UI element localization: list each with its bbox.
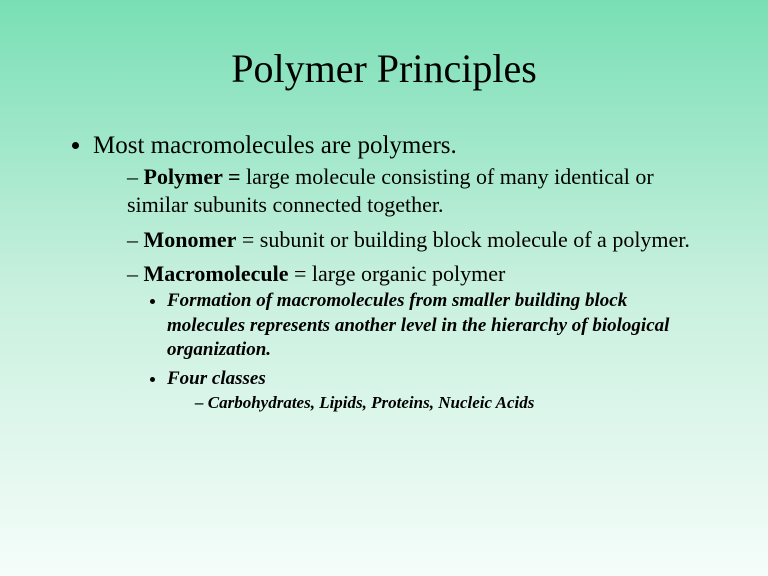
four-classes-text: Four classes <box>167 368 266 389</box>
monomer-term: Monomer <box>144 227 237 252</box>
bullet-level1: Most macromolecules are polymers. Polyme… <box>93 130 703 414</box>
bullet-level2: Macromolecule = large organic polymer Fo… <box>127 260 703 413</box>
bullet-level2: Polymer = large molecule consisting of m… <box>127 163 703 220</box>
bullet-level4: Carbohydrates, Lipids, Proteins, Nucleic… <box>195 392 703 414</box>
bullet1-text: Most macromolecules are polymers. <box>93 132 457 159</box>
polymer-term: Polymer = <box>144 164 247 189</box>
bullet-level3: Four classes Carbohydrates, Lipids, Prot… <box>167 367 703 414</box>
formation-text: Formation of macromolecules from smaller… <box>167 290 669 360</box>
bullet-level2: Monomer = subunit or building block mole… <box>127 226 703 255</box>
bullet-level3: Formation of macromolecules from smaller… <box>167 289 703 363</box>
macromolecule-def: = large organic polymer <box>288 261 505 286</box>
classes-list: Carbohydrates, Lipids, Proteins, Nucleic… <box>208 393 535 412</box>
monomer-def: = subunit or building block molecule of … <box>236 227 690 252</box>
bullet-list: Most macromolecules are polymers. Polyme… <box>65 130 703 414</box>
slide: Polymer Principles Most macromolecules a… <box>0 0 768 450</box>
slide-title: Polymer Principles <box>65 45 703 92</box>
macromolecule-term: Macromolecule <box>144 261 289 286</box>
